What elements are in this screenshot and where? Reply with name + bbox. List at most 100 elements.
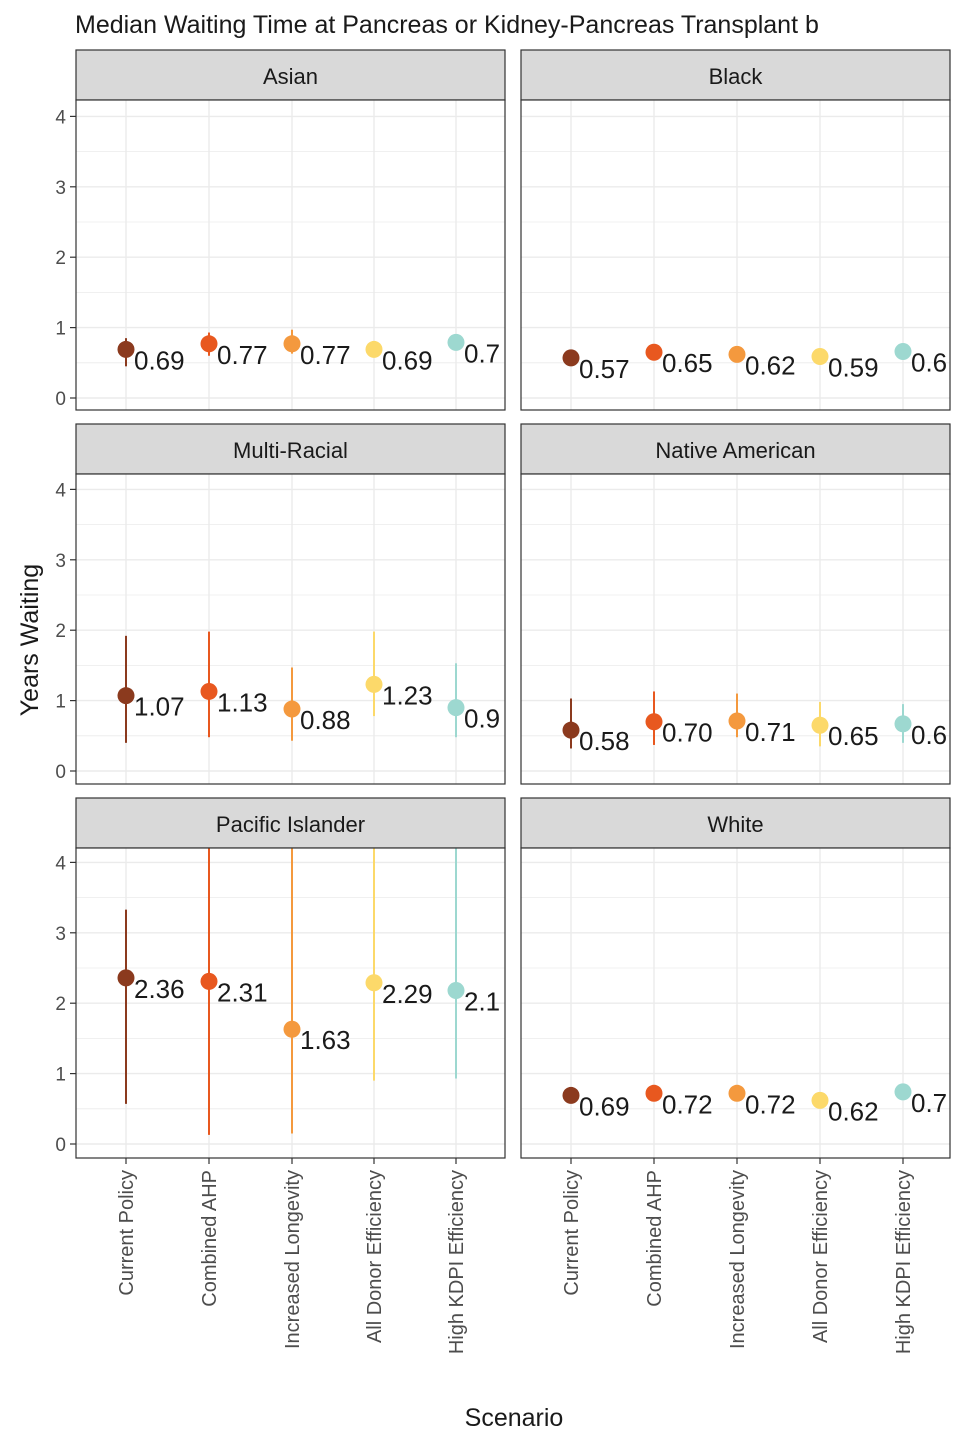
data-label: 0.58 — [579, 726, 630, 756]
data-point — [562, 721, 580, 739]
panel-data — [562, 343, 912, 367]
data-label: 0.88 — [300, 705, 351, 735]
y-tick-label: 3 — [55, 551, 66, 572]
y-tick-label: 4 — [55, 480, 66, 501]
data-point — [117, 969, 135, 987]
panel-data-labels: 2.36 2.31 1.63 2.29 2.1 — [134, 974, 500, 1055]
y-tick-label: 3 — [55, 924, 66, 945]
panel-data — [117, 329, 465, 367]
y-tick-label: 3 — [55, 178, 66, 199]
data-point — [811, 716, 829, 734]
panel-plot-area — [521, 474, 950, 784]
y-tick-label: 1 — [55, 692, 66, 713]
panel-data-labels: 0.69 0.77 0.77 0.69 0.7 — [134, 338, 500, 375]
data-label: 2.29 — [382, 979, 433, 1009]
data-point — [365, 340, 383, 358]
y-tick-label: 4 — [55, 107, 66, 128]
data-point — [447, 699, 465, 717]
chart-title: Median Waiting Time at Pancreas or Kidne… — [75, 11, 819, 39]
panel-border — [75, 99, 506, 411]
x-tick-label: High KDPI Efficiency — [893, 1170, 915, 1354]
panel-border — [520, 847, 951, 1159]
panel-pacific-islander: Pacific Islander 2.36 2.31 1.63 2.29 2.1 0 1 2 3 4… — [55, 797, 506, 1354]
y-tick-label: 0 — [55, 762, 66, 783]
data-point — [365, 974, 383, 992]
panel-data — [562, 691, 912, 749]
panel-border — [520, 473, 951, 785]
y-tick-label: 2 — [55, 248, 66, 269]
data-point — [811, 347, 829, 365]
y-tick-label: 1 — [55, 1065, 66, 1086]
panel-data-labels: 1.07 1.13 0.88 1.23 0.9 — [134, 680, 500, 735]
panel-strip — [75, 797, 506, 849]
data-label: 0.59 — [828, 352, 879, 382]
panel-strip-label: Black — [709, 64, 764, 89]
panel-data-labels: 0.69 0.72 0.72 0.62 0.7 — [579, 1088, 947, 1126]
data-point — [645, 713, 663, 731]
y-tick-label: 2 — [55, 621, 66, 642]
data-label: 1.63 — [300, 1025, 351, 1055]
data-point — [728, 1084, 746, 1102]
data-point — [117, 340, 135, 358]
panel-border — [520, 99, 951, 411]
data-label: 0.65 — [828, 721, 879, 751]
data-label: 1.13 — [217, 687, 268, 717]
panel-strip — [75, 423, 506, 475]
y-tick-label: 0 — [55, 1135, 66, 1156]
data-label: 0.77 — [217, 340, 268, 370]
panel-border — [75, 473, 506, 785]
panel-grid — [521, 848, 950, 1158]
data-label: 0.72 — [745, 1089, 796, 1119]
x-tick-label: Combined AHP — [644, 1170, 666, 1307]
panel-data-labels: 0.58 0.70 0.71 0.65 0.6 — [579, 717, 947, 756]
data-point — [200, 335, 218, 353]
data-label: 2.31 — [217, 977, 268, 1007]
data-point — [283, 700, 301, 718]
y-tick-label: 2 — [55, 994, 66, 1015]
data-label: 0.6 — [911, 720, 947, 750]
data-label: 0.69 — [134, 345, 185, 375]
x-tick-label: All Donor Efficiency — [810, 1170, 832, 1343]
panel-data — [117, 848, 465, 1135]
panel-strip-label: Multi-Racial — [233, 438, 348, 463]
data-point — [283, 335, 301, 353]
data-label: 0.69 — [382, 345, 433, 375]
panel-strip — [75, 49, 506, 101]
data-label: 0.7 — [911, 1088, 947, 1118]
data-label: 0.62 — [745, 350, 796, 380]
x-tick-label: Increased Longevity — [282, 1170, 304, 1349]
data-point — [728, 712, 746, 730]
data-point — [894, 715, 912, 733]
data-point — [645, 1084, 663, 1102]
panel-grid — [76, 100, 505, 410]
data-point — [894, 1083, 912, 1101]
data-point — [562, 1086, 580, 1104]
data-label: 0.65 — [662, 348, 713, 378]
data-point — [200, 682, 218, 700]
data-label: 1.07 — [134, 692, 185, 722]
x-tick-label: Combined AHP — [199, 1170, 221, 1307]
panel-asian: Asian 0.69 0.77 0.77 0.69 0.7 0 1 2 3 4 — [55, 49, 506, 411]
x-tick-label: All Donor Efficiency — [364, 1170, 386, 1343]
data-label: 0.62 — [828, 1096, 879, 1126]
data-label: 0.69 — [579, 1091, 630, 1121]
panel-strip-label: Asian — [263, 64, 318, 89]
panel-strip — [520, 423, 951, 475]
data-label: 2.1 — [464, 987, 500, 1017]
panel-white: White 0.69 0.72 0.72 0.62 0.7 Current Policy Co… — [520, 797, 951, 1354]
data-point — [117, 687, 135, 705]
data-point — [447, 333, 465, 351]
y-tick-label: 4 — [55, 853, 66, 874]
data-point — [562, 349, 580, 367]
panel-strip-label: Pacific Islander — [216, 812, 365, 837]
panel-data — [562, 1083, 912, 1109]
data-label: 2.36 — [134, 974, 185, 1004]
panel-strip — [520, 797, 951, 849]
x-axis-title: Scenario — [465, 1404, 564, 1432]
data-point — [811, 1091, 829, 1109]
data-point — [283, 1020, 301, 1038]
y-tick-label: 1 — [55, 319, 66, 340]
